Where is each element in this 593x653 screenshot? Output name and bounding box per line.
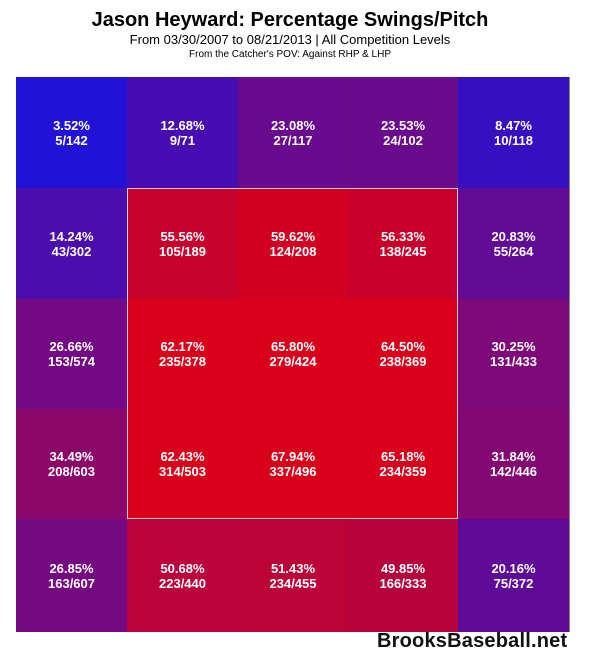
cell-percentage: 20.16% [491, 560, 536, 576]
cell-percentage: 55.56% [160, 228, 205, 244]
cell-ratio: 9/71 [169, 132, 196, 148]
cell-percentage: 26.85% [49, 560, 94, 576]
heatmap-cell: 23.53% 24/102 [348, 77, 458, 188]
heatmap-cell: 14.24% 43/302 [16, 188, 127, 299]
cell-ratio: 166/333 [379, 575, 427, 591]
heatmap-cell: 20.83% 55/264 [458, 188, 569, 299]
cell-percentage: 59.62% [270, 228, 316, 244]
heatmap-cell: 26.66% 153/574 [16, 299, 127, 409]
heatmap-cell: 8.47% 10/118 [458, 77, 569, 188]
heatmap-cell: 62.43% 314/503 [127, 409, 238, 519]
cell-ratio: 223/440 [159, 575, 206, 591]
cell-ratio: 337/496 [269, 464, 317, 479]
heatmap-cell: 59.62% 124/208 [238, 188, 348, 299]
heatmap-cell: 30.25% 131/433 [458, 299, 569, 409]
cell-percentage: 23.53% [380, 117, 426, 133]
cell-percentage: 51.43% [270, 560, 316, 576]
cell-percentage: 8.47% [495, 117, 532, 133]
heatmap-cell: 51.43% 234/455 [238, 519, 348, 632]
cell-ratio: 235/378 [159, 354, 206, 369]
watermark: BrooksBaseball.net [377, 630, 568, 652]
cell-ratio: 124/208 [269, 243, 317, 259]
cell-percentage: 65.18% [380, 449, 426, 464]
cell-percentage: 49.85% [380, 560, 426, 576]
cell-percentage: 3.52% [53, 117, 90, 133]
cell-ratio: 138/245 [379, 243, 427, 259]
heatmap-cell: 64.50% 238/369 [348, 299, 458, 409]
heatmap-cell: 49.85% 166/333 [348, 519, 458, 632]
cell-ratio: 131/433 [490, 354, 537, 369]
cell-ratio: 279/424 [269, 354, 317, 369]
heatmap-cell: 67.94% 337/496 [238, 409, 348, 519]
cell-ratio: 43/302 [51, 243, 92, 259]
heatmap-cell: 55.56% 105/189 [127, 188, 238, 299]
cell-percentage: 30.25% [491, 339, 536, 354]
cell-percentage: 67.94% [270, 449, 316, 464]
heatmap-cell: 23.08% 27/117 [238, 77, 348, 188]
cell-ratio: 234/359 [379, 464, 427, 479]
cell-percentage: 64.50% [380, 339, 426, 354]
cell-percentage: 50.68% [160, 560, 205, 576]
chart-note: From the Catcher's POV: Against RHP & LH… [189, 49, 391, 60]
cell-ratio: 27/117 [273, 132, 313, 148]
cell-ratio: 234/455 [269, 575, 317, 591]
cell-percentage: 26.66% [49, 339, 94, 354]
cell-ratio: 24/102 [383, 132, 423, 148]
cell-percentage: 34.49% [49, 449, 94, 464]
heatmap-cell: 3.52% 5/142 [16, 77, 127, 188]
cell-percentage: 14.24% [49, 228, 94, 244]
cell-percentage: 65.80% [270, 339, 316, 354]
cell-ratio: 208/603 [48, 464, 95, 479]
heatmap-cell: 12.68% 9/71 [127, 77, 238, 188]
heatmap-cell: 26.85% 163/607 [16, 519, 127, 632]
heatmap-cell: 50.68% 223/440 [127, 519, 238, 632]
cell-percentage: 20.83% [491, 228, 536, 244]
heatmap-cell: 20.16% 75/372 [458, 519, 569, 632]
cell-ratio: 238/369 [379, 354, 427, 369]
chart-subtitle: From 03/30/2007 to 08/21/2013 | All Comp… [129, 32, 451, 47]
heatmap-cell: 65.18% 234/359 [348, 409, 458, 519]
cell-percentage: 62.43% [160, 449, 205, 464]
cell-ratio: 163/607 [48, 575, 95, 591]
cell-percentage: 56.33% [380, 228, 426, 244]
cell-ratio: 5/142 [55, 132, 88, 148]
cell-percentage: 23.08% [270, 117, 316, 133]
heatmap-cell: 62.17% 235/378 [127, 299, 238, 409]
heatmap-plot: 3.52% 5/142 12.68% 9/71 23.08% 27/117 23.53% 24… [16, 77, 570, 632]
cell-percentage: 62.17% [160, 339, 205, 354]
heatmap-cell: 31.84% 142/446 [458, 409, 569, 519]
cell-ratio: 142/446 [490, 464, 537, 479]
cell-ratio: 105/189 [159, 243, 206, 259]
cell-ratio: 314/503 [159, 464, 206, 479]
cell-ratio: 10/118 [493, 132, 534, 148]
chart-title: Jason Heyward: Percentage Swings/Pitch [91, 9, 489, 31]
heatmap-cell: 56.33% 138/245 [348, 188, 458, 299]
heatmap-cell: 34.49% 208/603 [16, 409, 127, 519]
cell-ratio: 55/264 [493, 243, 534, 259]
heatmap-cell: 65.80% 279/424 [238, 299, 348, 409]
cell-ratio: 75/372 [493, 575, 534, 591]
cell-percentage: 31.84% [491, 449, 536, 464]
cell-percentage: 12.68% [160, 117, 205, 133]
cell-ratio: 153/574 [48, 354, 95, 369]
